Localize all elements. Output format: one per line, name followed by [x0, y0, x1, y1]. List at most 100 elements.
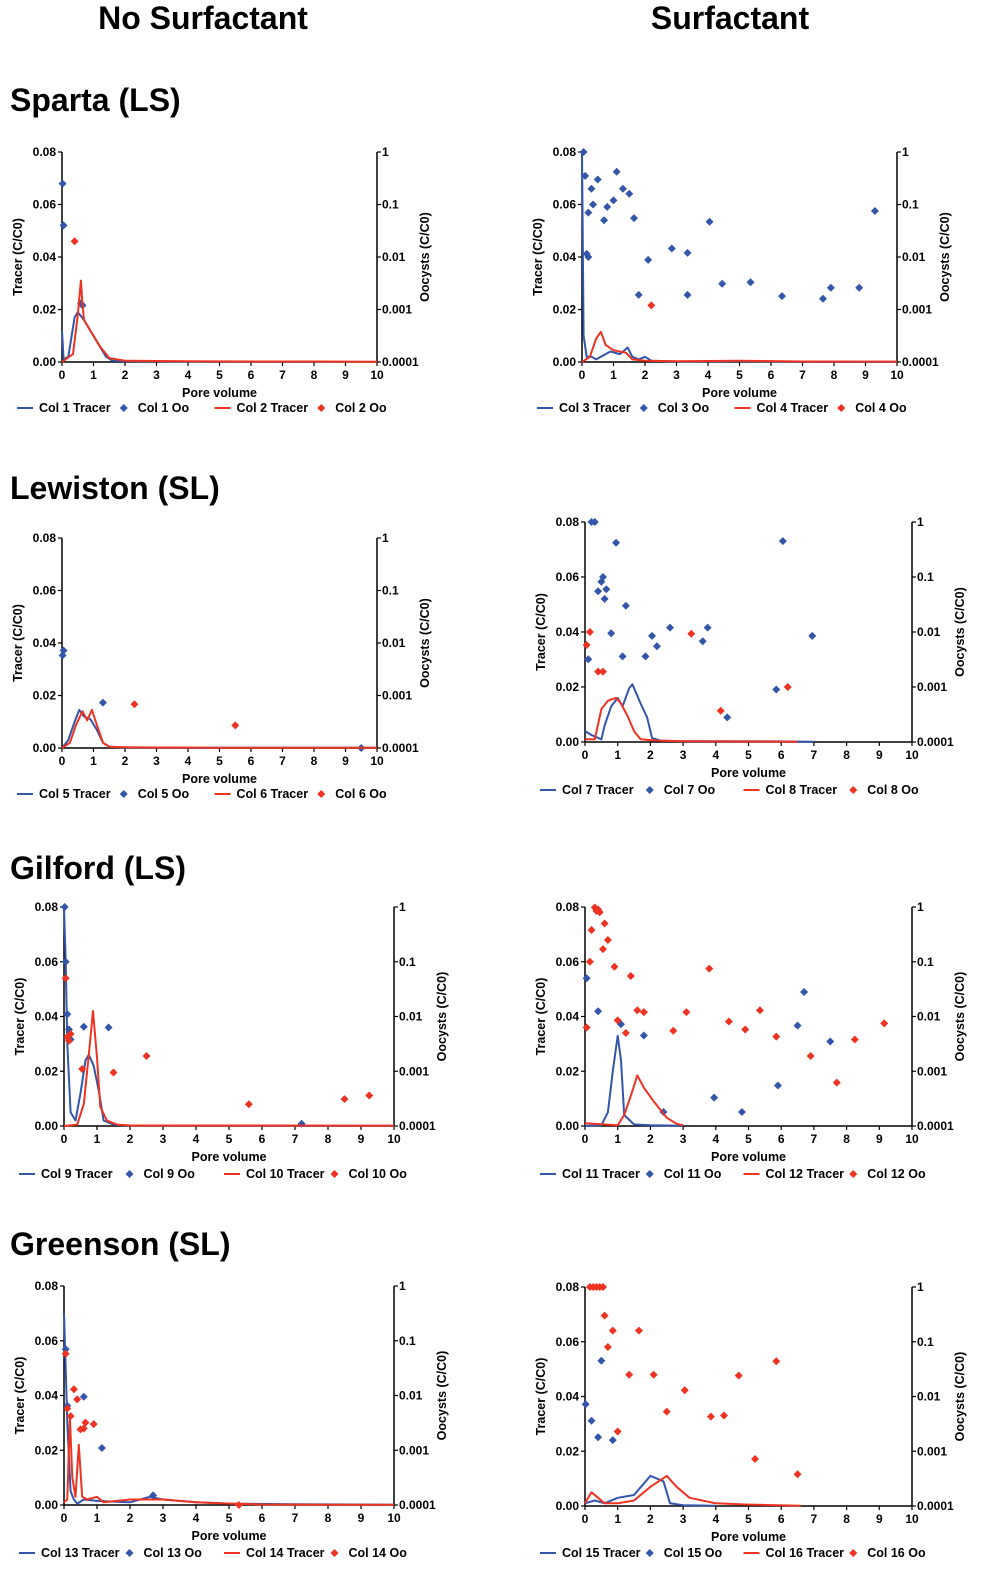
site-title-gilford: Gilford (LS)	[10, 850, 186, 886]
y-tick-label: 0.06	[556, 1335, 580, 1349]
y2-tick-label: 0.0001	[917, 1499, 954, 1513]
data-point	[772, 1357, 781, 1366]
data-point	[234, 1501, 243, 1509]
legend-diamond-marker	[849, 1549, 858, 1557]
data-point	[793, 1470, 802, 1479]
x-tick-label: 9	[876, 1512, 883, 1526]
data-point	[66, 1412, 75, 1421]
data-point	[98, 698, 107, 707]
x-tick-label: 3	[680, 1132, 687, 1146]
x-tick-label: 0	[582, 748, 589, 762]
y-tick-label: 0.08	[556, 515, 580, 529]
data-point	[600, 216, 609, 225]
x-tick-label: 9	[342, 368, 349, 382]
data-point	[593, 175, 602, 184]
data-point	[594, 1007, 603, 1016]
y2-tick-label: 0.1	[917, 570, 934, 584]
legend-label: Col 15 Oo	[664, 1546, 723, 1560]
legend-label: Col 8 Tracer	[766, 783, 838, 797]
data-point	[365, 1091, 374, 1100]
x-tick-label: 10	[387, 1511, 401, 1525]
legend-label: Col 11 Oo	[664, 1167, 722, 1181]
data-point	[595, 908, 604, 917]
data-point	[773, 1081, 782, 1090]
data-point	[600, 594, 609, 603]
x-axis-label: Pore volume	[191, 1150, 266, 1164]
legend-label: Col 13 Oo	[144, 1546, 203, 1560]
data-point	[70, 237, 79, 246]
legend-diamond-marker	[330, 1170, 339, 1178]
data-point	[826, 1037, 835, 1046]
legend-label: Col 14 Oo	[349, 1546, 408, 1560]
data-point	[603, 1343, 612, 1352]
y-tick-label: 0.02	[556, 680, 580, 694]
series-line	[581, 330, 898, 363]
data-point	[64, 1036, 73, 1045]
data-point	[639, 1008, 648, 1017]
data-point	[778, 292, 787, 301]
site-title-greenson: Greenson (SL)	[10, 1226, 231, 1262]
data-point	[613, 1427, 622, 1436]
header-no-surfactant: No Surfactant	[98, 0, 308, 36]
y-tick-label: 0.00	[556, 735, 580, 749]
x-tick-label: 4	[712, 748, 719, 762]
x-tick-label: 1	[610, 368, 617, 382]
data-point	[590, 518, 599, 526]
data-point	[244, 1100, 253, 1109]
legend-label: Col 3 Tracer	[559, 401, 631, 415]
x-tick-label: 1	[94, 1511, 101, 1525]
data-point	[602, 585, 611, 594]
x-tick-label: 10	[905, 1512, 919, 1526]
x-tick-label: 3	[153, 368, 160, 382]
x-tick-label: 7	[811, 1512, 818, 1526]
y-tick-label: 0.06	[35, 1334, 59, 1348]
data-point	[644, 255, 653, 264]
site-title-sparta: Sparta (LS)	[10, 82, 181, 118]
x-axis-label: Pore volume	[711, 1150, 786, 1164]
data-point	[585, 628, 594, 636]
x-tick-label: 5	[216, 368, 223, 382]
legend-diamond-marker	[645, 1170, 654, 1178]
data-point	[598, 573, 607, 581]
y-axis-label: Tracer (C/C0)	[534, 593, 548, 671]
y2-axis-label: Oocysts (C/C0)	[953, 972, 967, 1062]
data-point	[598, 945, 607, 954]
data-point	[66, 1029, 75, 1038]
data-point	[73, 1395, 82, 1404]
legend-label: Col 7 Tracer	[562, 783, 634, 797]
legend-diamond-marker	[645, 1549, 654, 1557]
y2-tick-label: 0.01	[399, 1389, 423, 1403]
data-point	[81, 1418, 90, 1427]
data-point	[231, 721, 240, 730]
data-point	[594, 1433, 603, 1442]
x-tick-label: 4	[193, 1132, 200, 1146]
y2-tick-label: 0.1	[917, 1335, 934, 1349]
data-point	[79, 1392, 88, 1401]
data-point	[870, 207, 879, 216]
x-tick-label: 0	[61, 1132, 68, 1146]
legend-diamond-marker	[119, 404, 128, 412]
y2-tick-label: 0.001	[917, 1064, 947, 1078]
data-point	[808, 631, 817, 640]
legend-diamond-marker	[639, 404, 648, 412]
x-tick-label: 10	[890, 368, 904, 382]
data-point	[855, 283, 864, 292]
y2-tick-label: 0.01	[902, 250, 926, 264]
legend-diamond-marker	[645, 786, 654, 794]
y-tick-label: 0.02	[33, 689, 57, 703]
data-point	[610, 962, 619, 971]
data-point	[613, 1016, 622, 1025]
x-tick-label: 4	[185, 368, 192, 382]
y2-tick-label: 0.001	[382, 303, 412, 317]
legend-diamond-marker	[317, 404, 326, 412]
data-point	[585, 957, 594, 966]
y-tick-label: 0.06	[33, 198, 57, 212]
data-point	[719, 1411, 728, 1420]
x-tick-label: 1	[614, 748, 621, 762]
data-point	[751, 1455, 760, 1464]
y-axis-label: Tracer (C/C0)	[13, 1357, 27, 1435]
x-tick-label: 7	[292, 1132, 299, 1146]
y-tick-label: 0.04	[553, 250, 577, 264]
data-point	[772, 1032, 781, 1041]
data-point	[800, 988, 809, 997]
